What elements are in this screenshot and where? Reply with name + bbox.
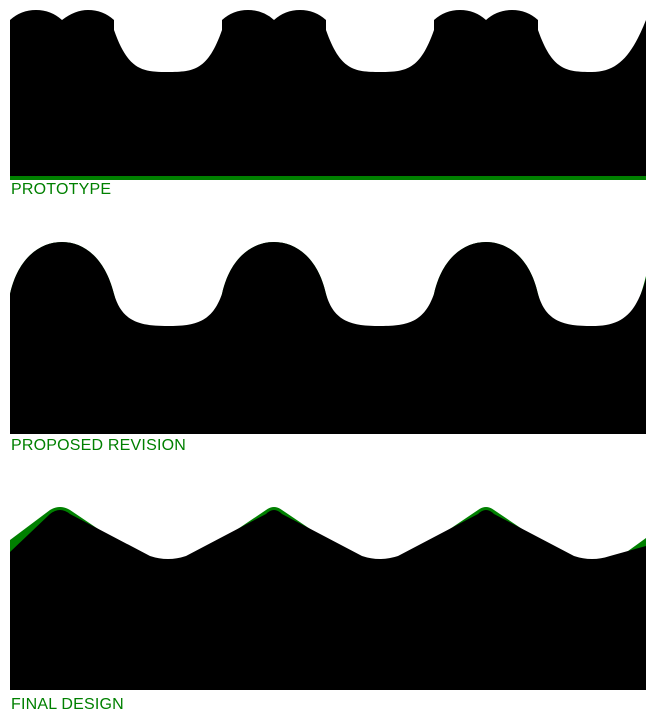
prototype-panel: PROTOTYPE xyxy=(0,0,663,205)
final-design-panel: FINAL DESIGN xyxy=(0,500,663,720)
proposed-revision-profile-diagram xyxy=(10,242,646,434)
proposed-revision-profile-shape xyxy=(10,242,646,434)
final-design-label: FINAL DESIGN xyxy=(11,696,124,713)
proposed-revision-label: PROPOSED REVISION xyxy=(11,437,186,454)
proposed-revision-panel: PROPOSED REVISION xyxy=(0,236,663,464)
final-design-profile-shape xyxy=(10,510,646,690)
prototype-profile-shape xyxy=(10,10,646,176)
prototype-profile-diagram xyxy=(10,10,646,180)
final-design-profile-diagram xyxy=(10,507,646,690)
prototype-label: PROTOTYPE xyxy=(11,181,112,198)
